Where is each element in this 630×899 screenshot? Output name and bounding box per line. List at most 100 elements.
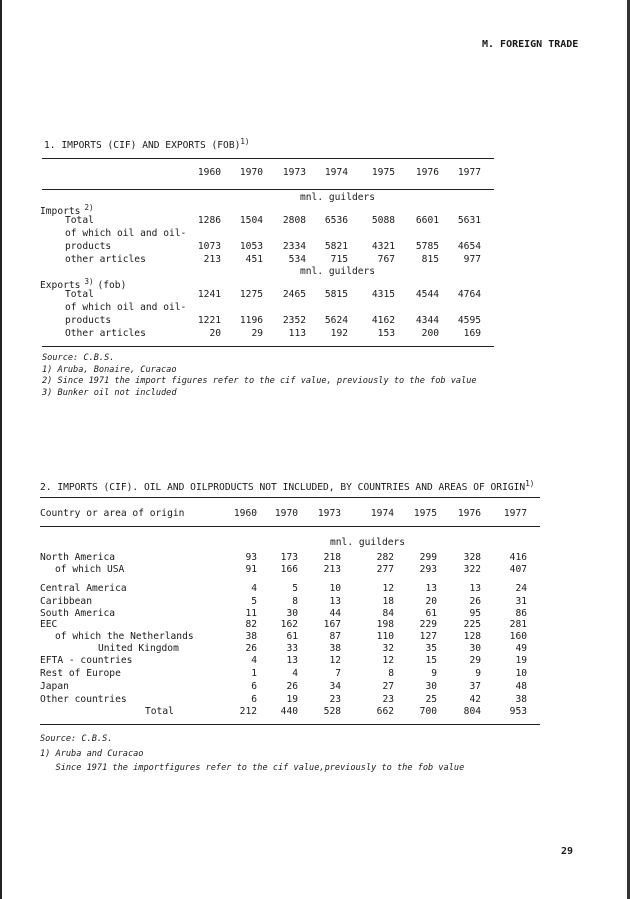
cell-value: 27 [382,681,394,692]
table-row: Caribbean 5 8 13 18 20 26 31 [0,596,630,608]
cell-value: 6 [251,681,257,692]
table-row: Rest of Europe 1 4 7 8 9 9 10 [0,668,630,680]
column-header-year: 1960 [233,508,257,519]
table2-top-rule [40,497,540,498]
cell-value: 8 [292,596,298,607]
cell-value: 42 [469,694,481,705]
cell-value: 4595 [457,315,481,326]
cell-value: 1196 [239,315,263,326]
table1-title-footnote: 1) [240,137,250,146]
cell-value: 91 [245,564,257,575]
cell-value: 33 [286,643,298,654]
column-header-year: 1977 [457,167,481,178]
unit-label: mnl. guilders [300,192,376,203]
footnote: 3) Bunker oil not included [42,387,177,398]
row-label: Rest of Europe [40,668,121,679]
cell-value: 192 [330,328,348,339]
row-label-text: Total [65,215,94,226]
cell-value: 1275 [239,289,263,300]
cell-value: 213 [203,254,221,265]
cell-value: 61 [286,631,298,642]
table2-bottom-rule [40,724,540,725]
page-number: 29 [561,846,574,857]
unit-label: mnl. guilders [330,537,406,548]
cell-value: 127 [419,631,437,642]
footnote-marker: 3) [84,277,94,286]
cell-value: 5821 [324,241,348,252]
cell-value: 4544 [415,289,439,300]
row-label-text: Total [65,289,94,300]
cell-value: 19 [286,694,298,705]
column-header-year: 1970 [274,508,298,519]
cell-value: 198 [376,619,394,630]
cell-value: 1504 [239,215,263,226]
cell-value: 48 [515,681,527,692]
cell-value: 5088 [371,215,395,226]
cell-value: 218 [323,552,341,563]
cell-value: 61 [425,608,437,619]
column-header-year: 1974 [324,167,348,178]
cell-value: 30 [425,681,437,692]
row-label: Total [145,706,174,717]
cell-value: 18 [382,596,394,607]
row-label: United Kingdom [98,643,179,654]
table-row: Imports 2) [0,203,630,217]
scan-edge-right [627,0,630,899]
cell-value: 23 [329,694,341,705]
row-label: North America [40,552,116,563]
table-row: EFTA - countries 4 13 12 12 15 29 19 [0,655,630,667]
cell-value: 38 [515,694,527,705]
cell-value: 328 [463,552,481,563]
cell-value: 977 [463,254,481,265]
cell-value: 31 [515,596,527,607]
table-row: North America 93 173 218 282 299 328 416 [0,552,630,564]
row-label-text: of which oil and oil- [65,228,187,239]
table1-header-rule [42,189,494,190]
cell-value: 19 [515,655,527,666]
row-label: of which oil and oil- [65,302,186,313]
cell-value: 2465 [282,289,306,300]
table-row: products 1073 1053 2334 5821 4321 5785 4654 [0,241,630,253]
table1-title: 1. IMPORTS (CIF) AND EXPORTS (FOB)1) [44,137,249,151]
table-row: other articles 213 451 534 715 767 815 977 [0,254,630,266]
cell-value: 10 [515,668,527,679]
row-label: Other articles [65,328,146,339]
table-row: South America 11 30 44 84 61 95 86 [0,608,630,620]
cell-value: 322 [463,564,481,575]
row-label: South America [40,608,116,619]
footnote: Source: C.B.S. [40,734,113,744]
table2-title-text: 2. IMPORTS (CIF). OIL AND OILPRODUCTS NO… [40,482,526,494]
table-row: Central America 4 5 10 12 13 13 24 [0,583,630,595]
cell-value: 29 [469,655,481,666]
cell-value: 700 [419,706,437,717]
table-row: EEC 82 162 167 198 229 225 281 [0,619,630,631]
cell-value: 662 [376,706,394,717]
row-label-text: products [65,241,112,252]
cell-value: 49 [515,643,527,654]
cell-value: 110 [376,631,394,642]
cell-value: 153 [377,328,395,339]
cell-value: 13 [425,583,437,594]
cell-value: 93 [245,552,257,563]
table2-title: 2. IMPORTS (CIF). OIL AND OILPRODUCTS NO… [40,479,534,493]
table-row: United Kingdom 26 33 38 32 35 30 49 [0,643,630,655]
column-header-year: 1977 [503,508,527,519]
cell-value: 451 [245,254,263,265]
footnote: Since 1971 the importfigures refer to th… [40,763,465,773]
cell-value: 815 [421,254,439,265]
cell-value: 87 [329,631,341,642]
cell-value: 9 [431,668,437,679]
cell-value: 30 [286,608,298,619]
row-label-text: of which oil and oil- [65,302,187,313]
cell-value: 4315 [371,289,395,300]
cell-value: 10 [329,583,341,594]
cell-value: 440 [280,706,298,717]
cell-value: 715 [330,254,348,265]
column-header-year: 1976 [415,167,439,178]
cell-value: 167 [323,619,341,630]
table2-header-rule [40,526,540,527]
row-label: EFTA - countries [40,655,133,666]
cell-value: 26 [245,643,257,654]
cell-value: 84 [382,608,394,619]
table-row: of which USA 91 166 213 277 293 322 407 [0,564,630,576]
